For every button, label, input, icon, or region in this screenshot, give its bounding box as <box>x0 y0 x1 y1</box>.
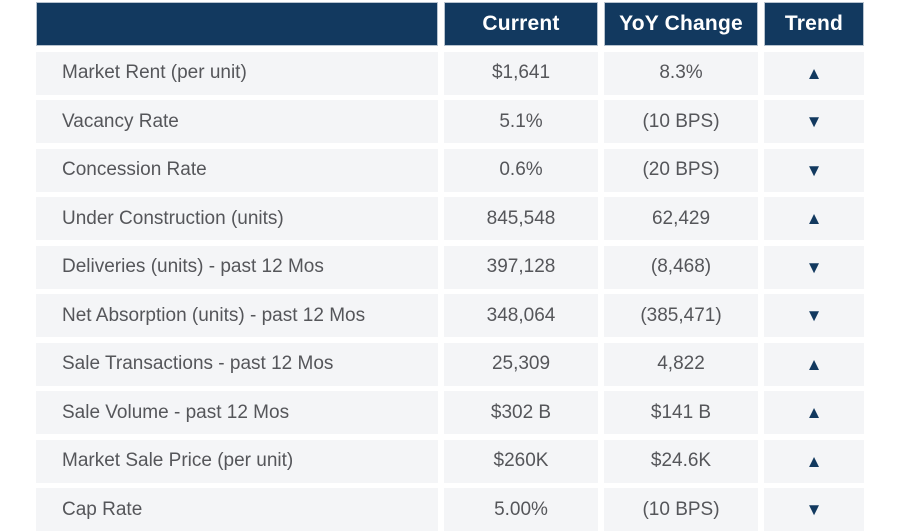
trend-up-icon: ▲ <box>805 209 823 228</box>
current-value-cell: $260K <box>444 439 598 483</box>
trend-up-icon: ▲ <box>805 403 823 422</box>
current-value-cell: 5.1% <box>444 100 598 143</box>
trend-cell: ▲ <box>764 197 864 240</box>
column-header-metric <box>36 2 438 46</box>
market-stats-table: Current YoY Change Trend Market Rent (per u… <box>36 2 864 531</box>
column-header-current: Current <box>444 2 598 46</box>
trend-down-icon: ▼ <box>805 257 823 277</box>
metric-cell: Under Construction (units) <box>36 197 438 240</box>
trend-cell: ▼ <box>764 148 864 192</box>
current-value-cell: $302 B <box>444 391 598 434</box>
current-value-cell: 5.00% <box>444 488 598 531</box>
yoy-change-value-cell: (20 BPS) <box>604 148 758 192</box>
yoy-change-value-cell: 4,822 <box>604 342 758 386</box>
metric-cell: Sale Transactions - past 12 Mos <box>36 342 438 386</box>
metric-cell: Net Absorption (units) - past 12 Mos <box>36 294 438 337</box>
column-header-trend: Trend <box>764 2 864 46</box>
current-value-cell: 397,128 <box>444 245 598 289</box>
trend-down-icon: ▼ <box>805 112 823 131</box>
metric-cell: Concession Rate <box>36 148 438 192</box>
trend-down-icon: ▼ <box>805 500 823 519</box>
yoy-change-value-cell: $24.6K <box>604 439 758 483</box>
current-value-cell: 348,064 <box>444 294 598 337</box>
trend-cell: ▲ <box>764 51 864 95</box>
yoy-change-value-cell: (8,468) <box>604 245 758 289</box>
trend-down-icon: ▼ <box>805 306 823 325</box>
yoy-change-value-cell: $141 B <box>604 391 758 434</box>
metric-cell: Sale Volume - past 12 Mos <box>36 391 438 434</box>
current-value-cell: $1,641 <box>444 51 598 95</box>
current-value-cell: 845,548 <box>444 197 598 240</box>
trend-down-icon: ▼ <box>805 160 823 180</box>
column-header-yoy-change: YoY Change <box>604 2 758 46</box>
metric-cell: Deliveries (units) - past 12 Mos <box>36 245 438 289</box>
metric-cell: Market Rent (per unit) <box>36 51 438 95</box>
yoy-change-value-cell: (385,471) <box>604 294 758 337</box>
trend-cell: ▼ <box>764 100 864 143</box>
trend-up-icon: ▲ <box>805 354 823 374</box>
trend-cell: ▼ <box>764 488 864 531</box>
metric-cell: Vacancy Rate <box>36 100 438 143</box>
trend-up-icon: ▲ <box>805 63 823 83</box>
trend-cell: ▼ <box>764 245 864 289</box>
current-value-cell: 0.6% <box>444 148 598 192</box>
yoy-change-value-cell: 8.3% <box>604 51 758 95</box>
yoy-change-value-cell: 62,429 <box>604 197 758 240</box>
trend-cell: ▼ <box>764 294 864 337</box>
trend-up-icon: ▲ <box>805 451 823 471</box>
yoy-change-value-cell: (10 BPS) <box>604 488 758 531</box>
trend-cell: ▲ <box>764 391 864 434</box>
yoy-change-value-cell: (10 BPS) <box>604 100 758 143</box>
trend-cell: ▲ <box>764 342 864 386</box>
metric-cell: Cap Rate <box>36 488 438 531</box>
metric-cell: Market Sale Price (per unit) <box>36 439 438 483</box>
trend-cell: ▲ <box>764 439 864 483</box>
current-value-cell: 25,309 <box>444 342 598 386</box>
